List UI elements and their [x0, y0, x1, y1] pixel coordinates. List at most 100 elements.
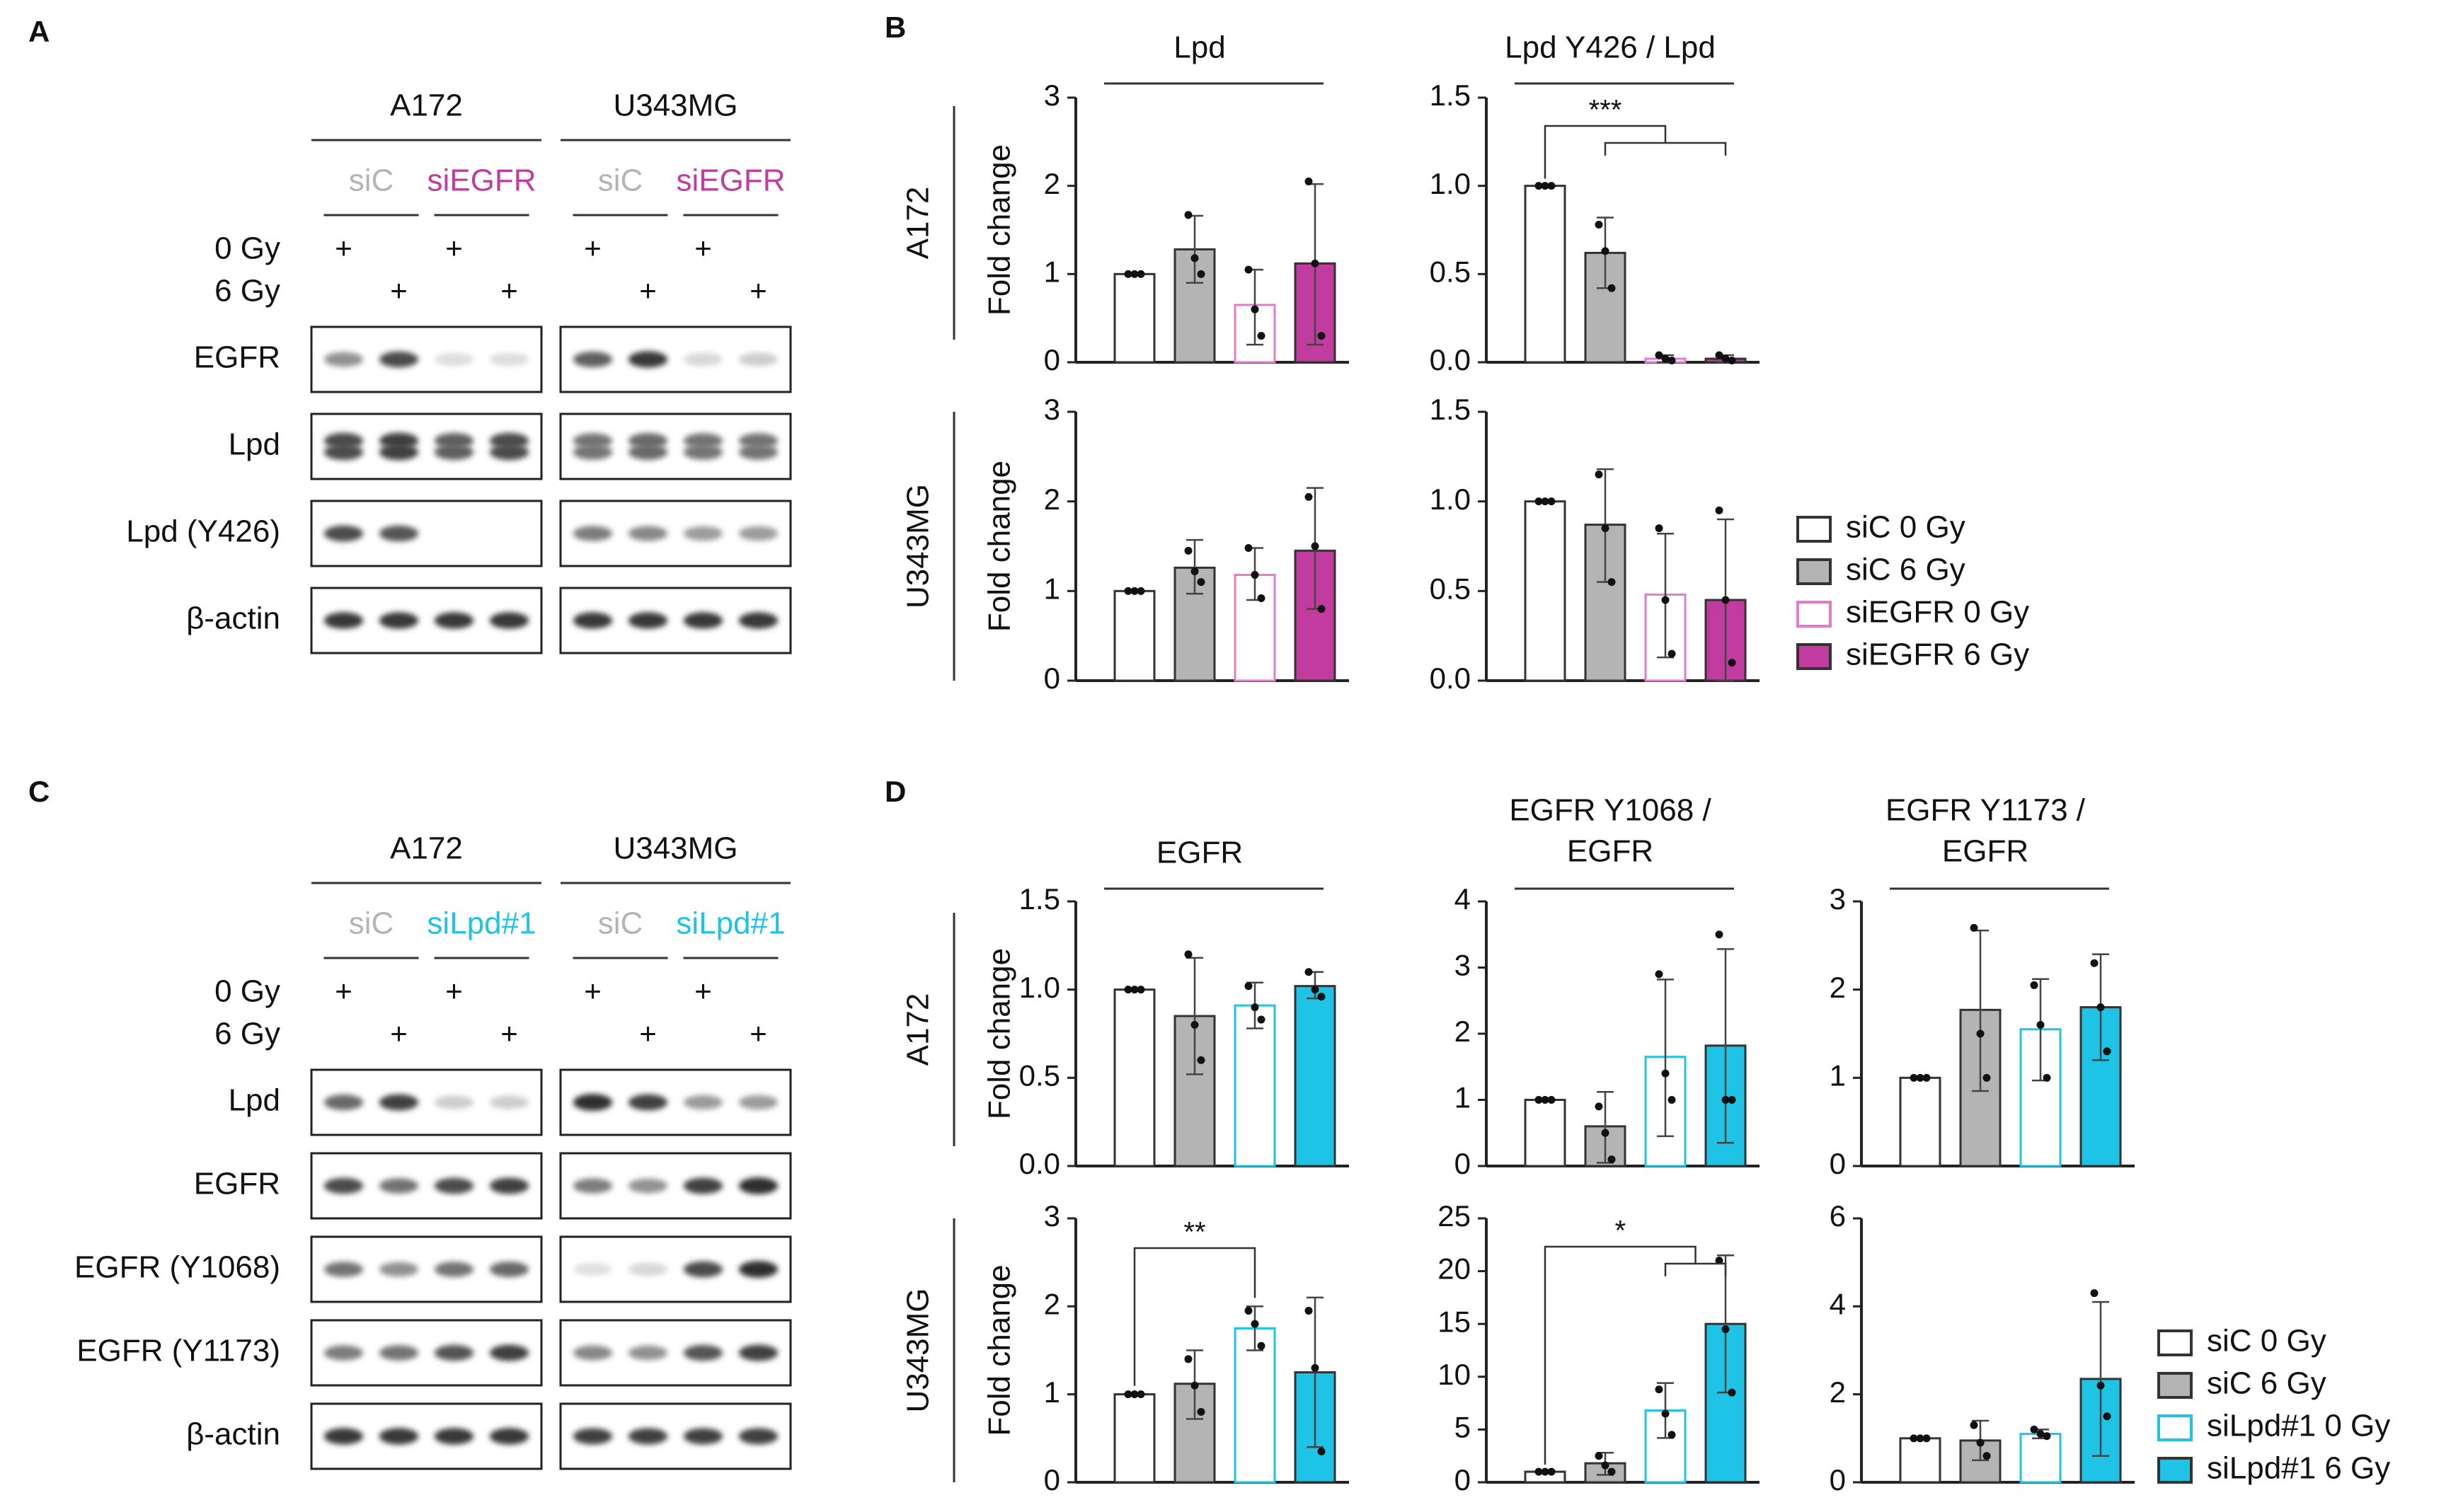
y-tick-label: 1 — [1044, 1375, 1060, 1409]
blot-band — [323, 1095, 364, 1110]
blot-band — [434, 1428, 474, 1445]
blot-band — [323, 1345, 364, 1361]
data-point — [1728, 659, 1736, 667]
y-tick-label: 1 — [1044, 255, 1060, 288]
bar — [1113, 589, 1156, 682]
data-point — [1728, 1388, 1736, 1397]
blot-band — [379, 432, 419, 449]
blot-band — [738, 1177, 779, 1194]
legend-swatch — [2157, 1414, 2193, 1441]
data-point — [1970, 923, 1978, 932]
blot-band — [628, 351, 668, 368]
cell-line-label: A172 — [390, 831, 463, 866]
blot-band — [489, 352, 529, 367]
data-point — [1130, 1390, 1139, 1399]
blot-strip — [310, 412, 543, 480]
data-point — [2036, 1021, 2045, 1029]
data-point — [1244, 265, 1253, 274]
data-point — [1137, 587, 1145, 595]
bar — [1113, 988, 1156, 1167]
plus-sign: + — [750, 1017, 767, 1050]
chart-title: Lpd — [1173, 30, 1225, 65]
blot-row-label: Lpd — [229, 1083, 280, 1118]
blot-band — [683, 1261, 723, 1278]
data-point — [1124, 587, 1132, 595]
blot-band — [323, 525, 364, 542]
plus-sign: + — [694, 231, 712, 265]
blot-strip — [559, 500, 792, 567]
blot-band — [379, 1262, 419, 1277]
cell-line-label: A172 — [390, 88, 463, 123]
blot-panel-c: A172 siC siLpd#1 + + + + U343MG siC siLpd#1 + + + +0 … — [74, 831, 792, 1470]
data-point — [2030, 981, 2038, 989]
blot-band — [683, 1177, 723, 1194]
data-point — [2090, 959, 2099, 967]
data-point — [1728, 1096, 1736, 1104]
data-point — [1190, 254, 1199, 262]
data-point — [1547, 497, 1556, 506]
y-tick-label: 1.0 — [1430, 483, 1471, 516]
data-point — [1661, 354, 1670, 363]
y-tick-label: 0.5 — [1430, 572, 1471, 605]
blot-strip — [559, 587, 792, 654]
data-point — [1607, 1467, 1616, 1476]
row-label-group: U343MG — [901, 412, 955, 681]
significance-subbracket — [1664, 1262, 1727, 1276]
data-point — [1976, 1029, 1985, 1038]
blot-band — [628, 1178, 668, 1194]
data-point — [1607, 284, 1616, 292]
bar — [1234, 1327, 1276, 1484]
y-tick-label: 1 — [1044, 572, 1060, 605]
blot-strip — [310, 500, 543, 567]
row-label: A172 — [901, 187, 936, 260]
legend-swatch — [2157, 1329, 2193, 1356]
data-point — [1304, 177, 1313, 185]
y-tick-label: 0.5 — [1019, 1058, 1060, 1092]
blot-band — [573, 1094, 613, 1111]
plus-sign: + — [390, 1017, 408, 1050]
blot-strip — [310, 587, 543, 654]
data-point — [2096, 1003, 2105, 1012]
data-point — [1251, 1320, 1259, 1328]
y-axis-label: Fold change — [982, 144, 1017, 316]
data-point — [1655, 351, 1663, 359]
data-point — [1661, 596, 1670, 604]
blot-band — [323, 432, 364, 449]
data-point — [1595, 221, 1603, 229]
data-point — [1715, 930, 1723, 939]
data-point — [1668, 650, 1676, 658]
data-point — [1304, 968, 1313, 976]
bar — [1899, 1437, 1941, 1484]
panel-letter-b: B — [885, 11, 906, 44]
blot-band — [379, 1094, 419, 1111]
data-point — [1976, 1438, 1985, 1447]
blot-strip — [559, 1235, 792, 1303]
y-tick-label: 2 — [1044, 1287, 1060, 1320]
blot-band — [434, 1262, 474, 1277]
group-label: siC — [598, 906, 643, 941]
blot-strip — [310, 1068, 543, 1136]
data-point — [1257, 1015, 1265, 1024]
blot-band — [573, 612, 613, 629]
data-point — [1197, 1056, 1205, 1064]
data-point — [1244, 982, 1253, 991]
chart-title: Lpd Y426 / Lpd — [1505, 30, 1716, 65]
data-point — [1311, 542, 1319, 550]
y-tick-label: 0.0 — [1019, 1147, 1060, 1180]
blot-band — [323, 1428, 364, 1445]
chart-title: EGFR — [1942, 834, 2028, 869]
y-tick-label: 20 — [1437, 1252, 1471, 1286]
plus-sign: + — [694, 974, 712, 1008]
significance-label: ** — [1183, 1217, 1205, 1248]
bar-chart-d-a172-egfry1068: EGFR Y1068 / EGFR 0 1 2 3 4 — [1454, 793, 1760, 1180]
cell-line-label: U343MG — [613, 88, 737, 123]
bar-charts: Lpd 0 1 2 3 Fold change Lpd Y426 / Lpd 0.0 0.5 1.… — [901, 30, 2135, 1496]
chart-title: EGFR — [1156, 836, 1243, 870]
y-tick-label: 0 — [1044, 662, 1060, 695]
y-axis-label: Fold change — [982, 948, 1017, 1119]
panel-letters: A B C D — [28, 11, 906, 808]
data-point — [1317, 1447, 1326, 1455]
blot-band — [434, 444, 474, 461]
blot-band — [434, 612, 474, 629]
y-tick-label: 2 — [1044, 483, 1060, 516]
